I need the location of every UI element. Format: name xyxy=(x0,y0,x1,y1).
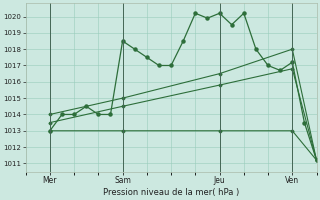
X-axis label: Pression niveau de la mer( hPa ): Pression niveau de la mer( hPa ) xyxy=(103,188,239,197)
